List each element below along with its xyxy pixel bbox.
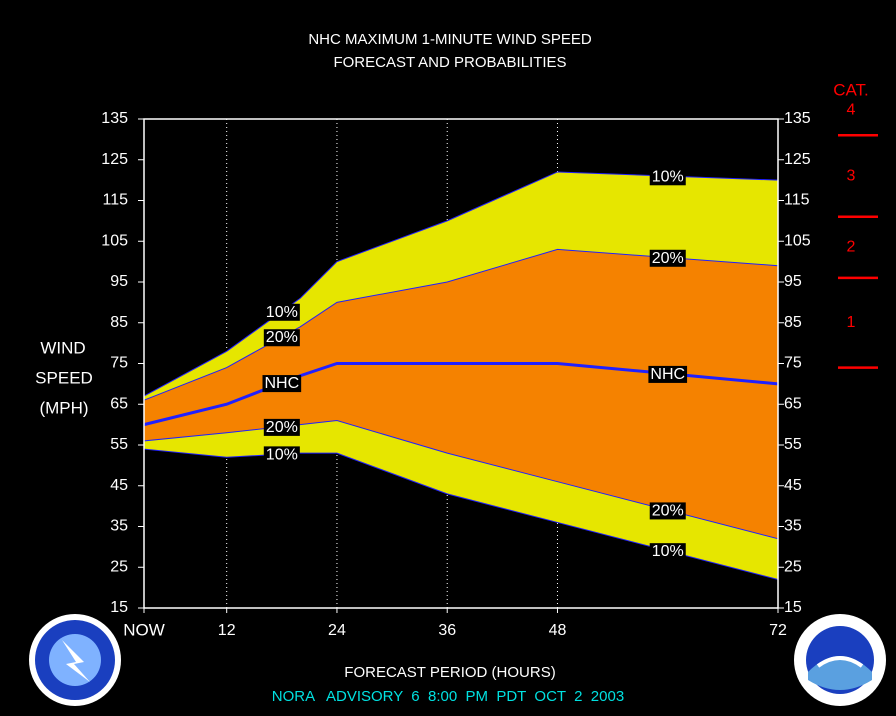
y-tick-label: 55: [110, 436, 128, 453]
x-tick-label: 24: [328, 622, 346, 639]
y2-tick-label: 75: [784, 355, 802, 372]
series-label: NHC: [650, 366, 685, 383]
y-tick-label: 115: [102, 192, 128, 209]
y2-tick-label: 35: [784, 518, 802, 535]
label-background: [649, 502, 686, 520]
x-tick-label: NOW: [123, 620, 165, 639]
series-label: 20%: [266, 329, 298, 346]
y-tick-label: 15: [110, 599, 128, 616]
noaa-logo: [794, 614, 886, 706]
category-label: 2: [847, 239, 856, 256]
x-tick-label: 36: [438, 622, 456, 639]
label-background: [649, 168, 686, 186]
label-background: [649, 543, 686, 561]
y2-tick-label: 85: [784, 314, 802, 331]
series-label: 10%: [652, 543, 684, 560]
footer: NORA ADVISORY 6 8:00 PM PDT OCT 2 2003: [272, 688, 624, 705]
y-tick-label: 25: [110, 558, 128, 575]
series-label: 20%: [266, 419, 298, 436]
chart-subtitle: FORECAST AND PROBABILITIES: [333, 54, 566, 71]
x-tick-label: 72: [769, 622, 787, 639]
y-tick-label: 35: [110, 518, 128, 535]
category-label: 4: [847, 102, 856, 119]
y2-tick-label: 105: [784, 232, 811, 249]
series-label: 10%: [652, 168, 684, 185]
label-background: [263, 303, 300, 321]
series-label: 20%: [652, 250, 684, 267]
x-tick-label: 48: [549, 622, 567, 639]
y-tick-label: 95: [110, 273, 128, 290]
label-background: [263, 329, 300, 347]
x-axis-label: FORECAST PERIOD (HOURS): [344, 664, 555, 681]
y-tick-label: 75: [110, 355, 128, 372]
y2-tick-label: 135: [784, 110, 811, 127]
chart-title: NHC MAXIMUM 1-MINUTE WIND SPEED: [308, 31, 592, 48]
y-tick-label: 135: [101, 110, 128, 127]
y-tick-label: 105: [101, 232, 128, 249]
y2-tick-label: 45: [784, 477, 802, 494]
series-label: 10%: [266, 304, 298, 321]
category-title: CAT.: [833, 80, 869, 99]
series-label: 20%: [652, 502, 684, 519]
label-background: [262, 375, 302, 393]
nws-logo: [29, 614, 121, 706]
y2-tick-label: 95: [784, 273, 802, 290]
y-axis-label: WIND: [40, 338, 85, 357]
category-label: 3: [847, 167, 856, 184]
y-tick-label: 65: [110, 395, 128, 412]
y2-tick-label: 55: [784, 436, 802, 453]
x-tick-label: 12: [218, 622, 236, 639]
y-tick-label: 85: [110, 314, 128, 331]
label-background: [263, 418, 300, 436]
y-tick-label: 125: [101, 151, 128, 168]
forecast-line: [143, 362, 779, 427]
label-background: [263, 446, 300, 464]
y-tick-label: 45: [110, 477, 128, 494]
y2-tick-label: 125: [784, 151, 811, 168]
series-label: NHC: [264, 375, 299, 392]
y-axis-label: SPEED: [35, 368, 93, 387]
label-background: [649, 249, 686, 267]
y2-tick-label: 65: [784, 395, 802, 412]
y2-tick-label: 115: [784, 192, 810, 209]
category-label: 1: [847, 314, 856, 331]
series-label: 10%: [266, 446, 298, 463]
label-background: [648, 365, 688, 383]
y2-tick-label: 25: [784, 558, 802, 575]
y-axis-label: (MPH): [39, 398, 88, 417]
y2-tick-label: 15: [784, 599, 802, 616]
